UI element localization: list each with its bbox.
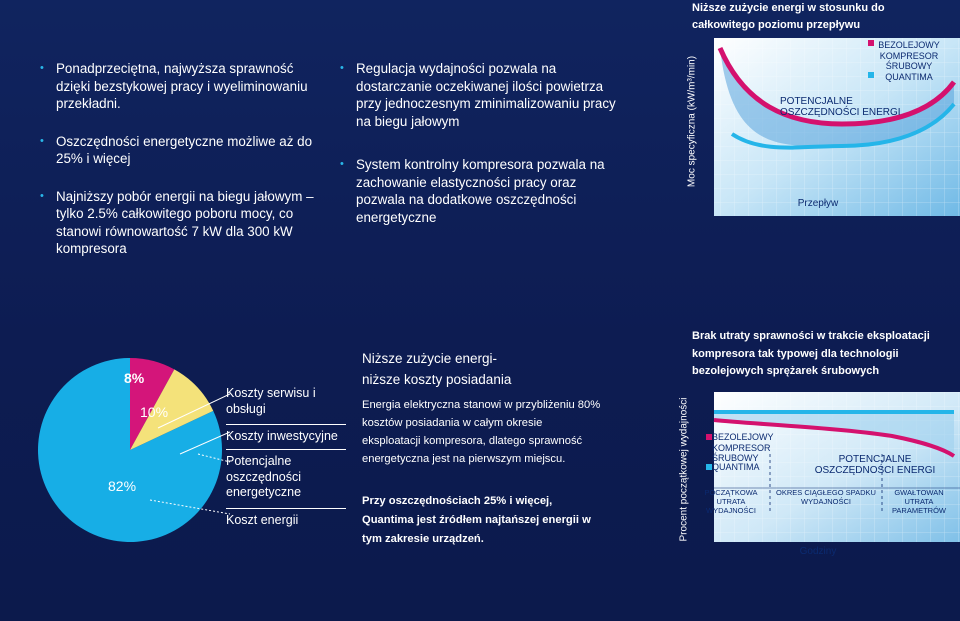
pie-label-82: 82% xyxy=(108,478,137,494)
pie-slice xyxy=(130,369,214,450)
cost-pie-chart xyxy=(37,358,230,542)
screw-line xyxy=(713,418,956,458)
bottom-chart-x-label: Godziny xyxy=(799,546,837,557)
feature-bullet: System kontrolny kompresora pozwala na z… xyxy=(338,156,628,226)
legend-savings: Potencjalne oszczędności energetyczne xyxy=(226,454,302,499)
bottom-chart-legend-quantima: QUANTIMA xyxy=(712,462,760,472)
feature-bullet: Najniższy pobór energii na biegu jałowym… xyxy=(38,188,328,258)
top-chart-annotation: POTENCJALNE OSZCZĘDNOŚCI ENERGI xyxy=(780,96,901,118)
energy-flow-chart xyxy=(714,38,960,216)
savings-area xyxy=(720,48,954,147)
savings-area xyxy=(714,412,954,454)
tco-body-bold: Przy oszczędnościach 25% i więcej, Quant… xyxy=(362,495,591,545)
feature-bullet: Oszczędności energetyczne możliwe aż do … xyxy=(38,133,328,168)
bottom-chart-y-label: Procent początkowej wydajności xyxy=(678,397,690,542)
feature-list-left: Ponadprzeciętna, najwyższa sprawność dzi… xyxy=(38,60,328,278)
tco-heading: Niższe zużycie energi- niższe koszty pos… xyxy=(362,351,512,387)
top-chart-y-label: Moc specyficzna (kW/m³/min) xyxy=(686,55,698,188)
efficiency-over-time-chart xyxy=(706,392,960,542)
screw-legend-swatch xyxy=(868,40,874,46)
legend-service: Koszty serwisu i obsługi xyxy=(226,386,316,416)
pie-label-10: 10% xyxy=(140,404,169,420)
top-chart-legend-screw: BEZOLEJOWY KOMPRESOR ŚRUBOWY xyxy=(878,40,940,71)
bottom-chart-annotation: POTENCJALNE OSZCZĘDNOŚCI ENERGI xyxy=(814,454,936,476)
phase-sudden-loss: GWAŁTOWAN UTRATA PARAMETRÓW xyxy=(891,488,947,515)
feature-bullet: Regulacja wydajności pozwala na dostarcz… xyxy=(338,60,628,130)
top-chart-legend-quantima: QUANTIMA xyxy=(885,72,933,82)
quantima-legend-swatch xyxy=(868,72,874,78)
pie-legend: Koszty serwisu i obsługi Koszty inwestyc… xyxy=(226,386,346,529)
pie-slice xyxy=(130,358,175,450)
quantima-curve xyxy=(730,102,956,150)
top-chart-x-label: Przepływ xyxy=(797,198,839,209)
bottom-chart-legend-screw: BEZOLEJOWY KOMPRESOR ŚRUBOWY xyxy=(712,432,774,463)
feature-bullet: Ponadprzeciętna, najwyższa sprawność dzi… xyxy=(38,60,328,113)
phase-initial-loss: POCZĄTKOWA UTRATA WYDAJNOŚCI xyxy=(704,488,758,515)
bottom-chart-title: Brak utraty sprawności w trakcie eksploa… xyxy=(692,330,930,377)
screw-curve xyxy=(717,47,957,127)
pie-label-8: 8% xyxy=(124,370,145,386)
feature-list-middle: Regulacja wydajności pozwala na dostarcz… xyxy=(338,60,628,252)
phase-continuous-decline: OKRES CIĄGŁEGO SPADKU WYDAJNOŚCI xyxy=(776,488,876,506)
legend-energy: Koszt energii xyxy=(226,513,299,527)
top-chart-title: Niższe zużycie energi w stosunku do całk… xyxy=(692,2,885,31)
legend-investment: Koszty inwestycyjne xyxy=(226,429,338,443)
tco-body: Energia elektryczna stanowi w przybliżen… xyxy=(362,399,601,465)
